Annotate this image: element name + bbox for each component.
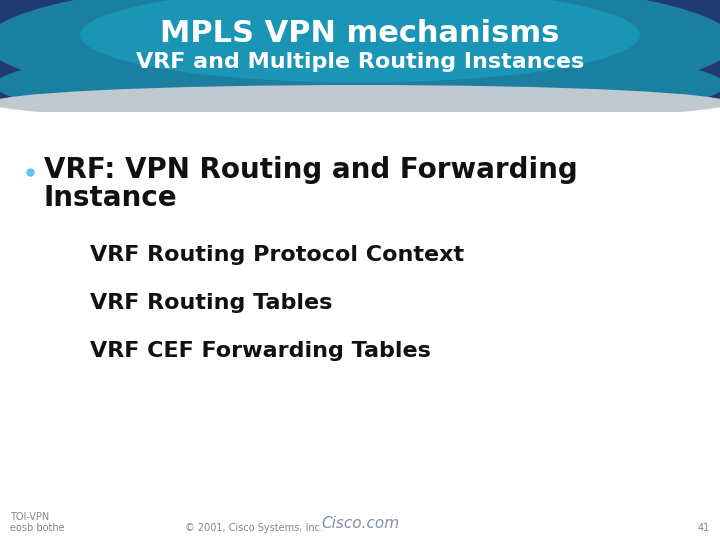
Ellipse shape [0, 0, 720, 107]
Text: © 2001, Cisco Systems, Inc.: © 2001, Cisco Systems, Inc. [185, 523, 323, 533]
Ellipse shape [80, 0, 640, 83]
Text: VRF Routing Tables: VRF Routing Tables [90, 293, 333, 313]
Text: Instance: Instance [44, 184, 178, 212]
Text: VRF CEF Forwarding Tables: VRF CEF Forwarding Tables [90, 341, 431, 361]
Bar [0, 0, 720, 105]
Bar [0, 112, 720, 142]
Ellipse shape [0, 45, 720, 125]
Text: eosb bothe: eosb bothe [10, 523, 65, 533]
Text: VRF Routing Protocol Context: VRF Routing Protocol Context [90, 245, 464, 265]
Text: 41: 41 [698, 523, 710, 533]
Text: TOI-VPN: TOI-VPN [10, 512, 49, 522]
Text: VRF and Multiple Routing Instances: VRF and Multiple Routing Instances [136, 52, 584, 72]
Text: Cisco.com: Cisco.com [321, 516, 399, 530]
Text: MPLS VPN mechanisms: MPLS VPN mechanisms [161, 18, 559, 48]
Text: VRF: VPN Routing and Forwarding: VRF: VPN Routing and Forwarding [44, 156, 577, 184]
Ellipse shape [0, 85, 720, 121]
